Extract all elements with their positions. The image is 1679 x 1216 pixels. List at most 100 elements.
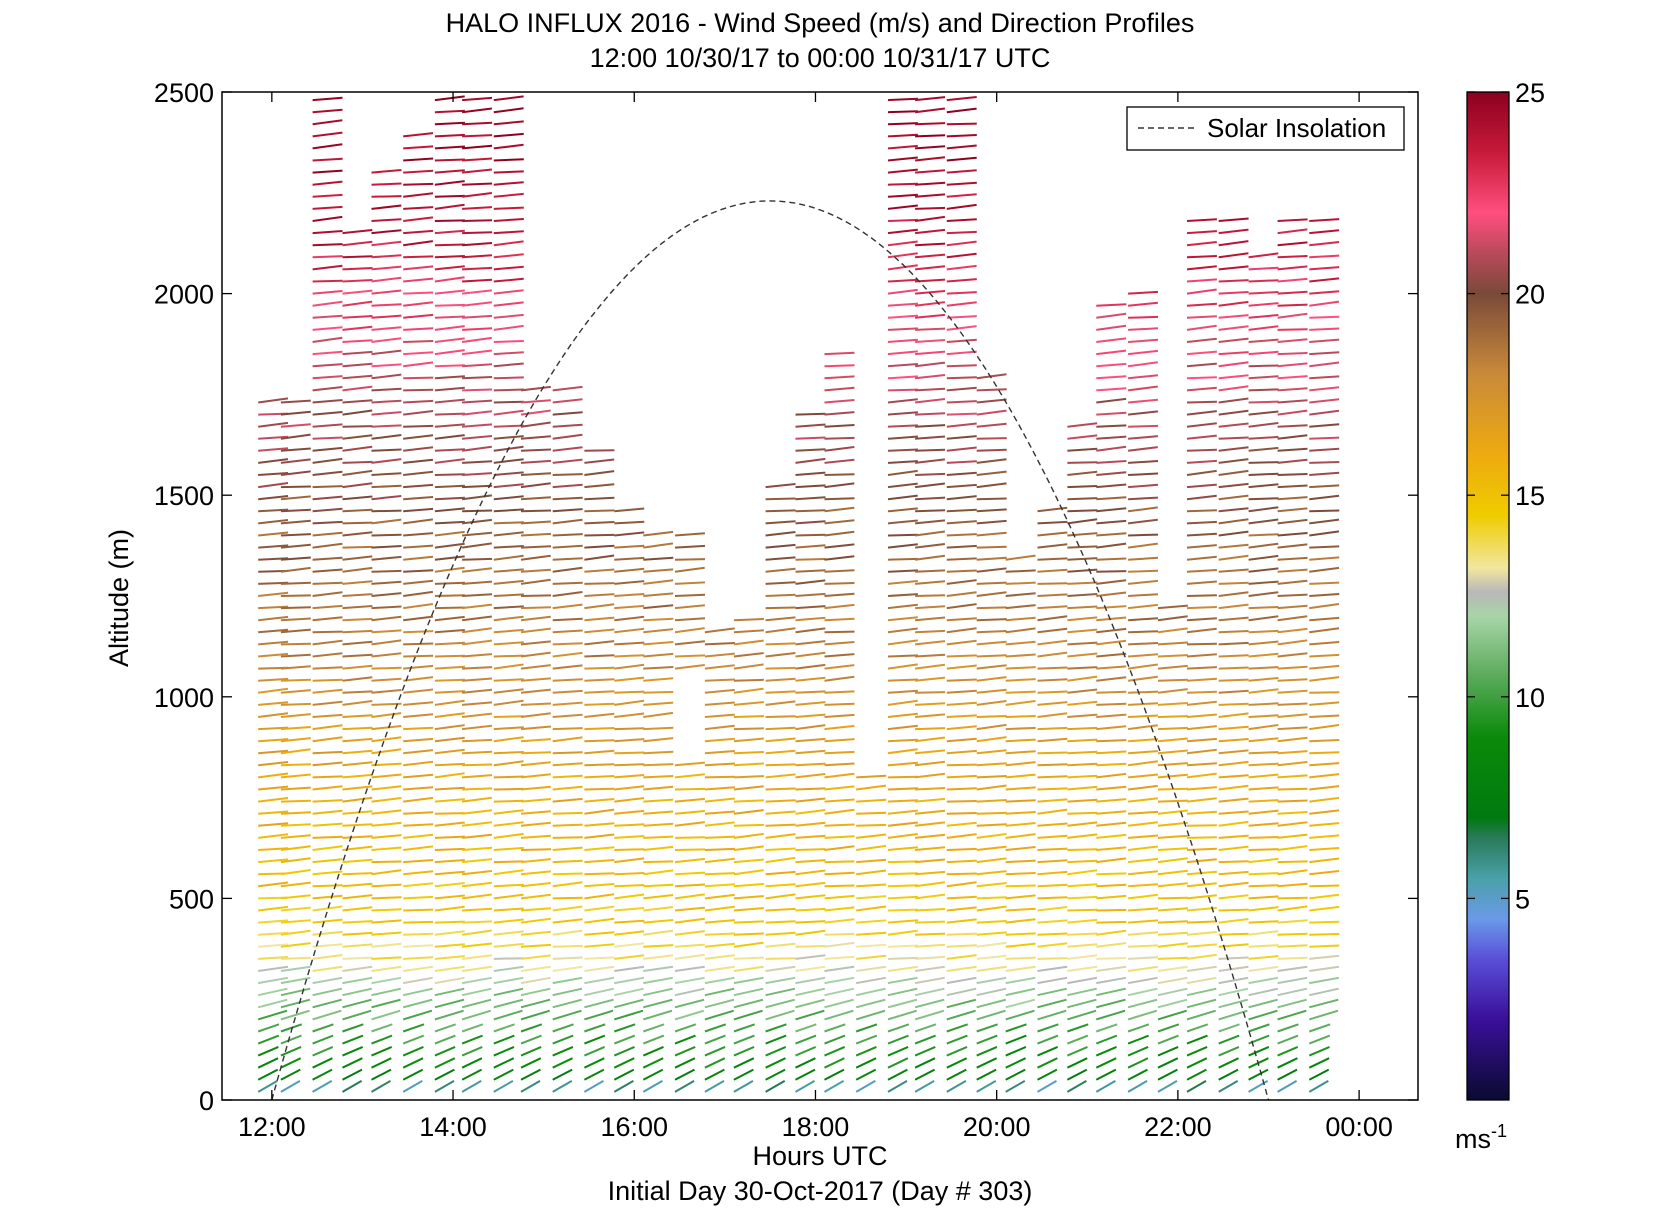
wind-vector	[915, 932, 946, 936]
wind-vector	[280, 399, 311, 404]
wind-vector	[1157, 809, 1188, 815]
wind-vector	[795, 907, 826, 912]
wind-vector	[946, 689, 977, 694]
wind-vector	[946, 460, 977, 464]
wind-vector	[312, 119, 343, 126]
wind-vector	[765, 1080, 786, 1093]
wind-vector	[1309, 300, 1340, 307]
wind-vector	[342, 409, 373, 416]
wind-vector	[1005, 581, 1036, 585]
wind-vector	[976, 618, 1007, 622]
wind-vector	[887, 787, 918, 791]
wind-vector	[312, 1057, 333, 1069]
wind-vector	[584, 872, 615, 876]
wind-vector	[643, 929, 674, 936]
wind-vector	[733, 823, 764, 827]
wind-vector	[493, 998, 524, 1009]
wind-vector	[733, 869, 764, 876]
wind-vector	[643, 775, 674, 779]
wind-vector	[704, 883, 735, 888]
wind-vector	[434, 835, 465, 839]
wind-vector	[1248, 472, 1279, 476]
wind-vector	[1277, 1034, 1299, 1045]
solar-insolation-curve	[271, 200, 1270, 1101]
wind-vector	[946, 603, 977, 610]
wind-vector	[915, 350, 946, 356]
wind-vector	[342, 998, 372, 1009]
wind-vector	[1277, 944, 1308, 948]
wind-vector	[371, 337, 402, 343]
wind-vector	[371, 303, 402, 307]
wind-vector	[887, 252, 918, 259]
wind-vector	[733, 809, 764, 815]
wind-vector	[914, 107, 946, 114]
wind-vector	[1186, 1023, 1209, 1033]
wind-vector	[824, 1009, 854, 1021]
wind-vector	[493, 206, 524, 210]
wind-vector	[674, 965, 705, 972]
wind-vector	[371, 908, 402, 912]
wind-vector	[856, 811, 887, 815]
wind-vector	[461, 1023, 484, 1033]
wind-vector	[946, 737, 977, 743]
wind-vector	[795, 569, 826, 573]
wind-vector	[257, 1023, 280, 1033]
wind-vector	[946, 264, 977, 271]
wind-vector	[520, 482, 551, 489]
wind-vector	[1128, 773, 1158, 779]
wind-vector	[976, 784, 1007, 791]
wind-vector	[552, 533, 583, 537]
wind-vector	[1037, 965, 1068, 972]
wind-vector	[461, 796, 492, 803]
wind-vector	[342, 399, 373, 404]
wind-vector	[434, 654, 465, 658]
wind-vector	[1186, 762, 1217, 767]
wind-vector	[795, 724, 826, 731]
wind-vector	[258, 749, 289, 755]
wind-vector	[824, 617, 855, 622]
wind-vector	[704, 954, 735, 960]
wind-vector	[552, 664, 583, 670]
wind-vector	[584, 616, 615, 622]
wind-vector	[1128, 460, 1159, 464]
wind-vector	[371, 689, 402, 694]
wind-vector	[1067, 447, 1098, 452]
wind-vector	[434, 121, 465, 126]
wind-vector	[976, 998, 1007, 1009]
wind-vector	[1067, 628, 1098, 634]
wind-vector	[614, 690, 645, 694]
wind-vector	[434, 987, 465, 997]
wind-vector	[1096, 785, 1127, 791]
wind-vector	[342, 617, 373, 622]
wind-vector	[1248, 435, 1279, 440]
wind-vector	[280, 737, 311, 743]
wind-vector	[1277, 821, 1308, 827]
wind-vector	[1218, 603, 1249, 610]
wind-vector	[946, 812, 977, 815]
wind-vector	[1096, 846, 1127, 851]
wind-vector	[312, 1009, 342, 1021]
wind-vector	[915, 702, 946, 706]
wind-vector	[371, 448, 402, 452]
wind-vector	[1309, 976, 1339, 985]
wind-vector	[462, 666, 493, 670]
wind-vector	[552, 785, 583, 791]
wind-vector	[584, 956, 615, 960]
wind-vector	[280, 495, 311, 501]
wind-vector	[584, 690, 615, 694]
wind-vector	[1248, 906, 1279, 912]
wind-vector	[1309, 762, 1340, 767]
wind-vector	[520, 409, 551, 416]
wind-vector	[371, 896, 402, 900]
wind-vector	[1096, 616, 1127, 622]
wind-vector	[1218, 265, 1249, 271]
wind-vector	[765, 690, 796, 694]
wind-vector	[1309, 229, 1340, 235]
wind-vector	[795, 1057, 816, 1069]
wind-vector	[552, 1009, 582, 1021]
wind-vector	[280, 799, 311, 803]
wind-vector	[765, 998, 795, 1009]
wind-vector	[824, 987, 855, 997]
wind-vector	[342, 943, 373, 948]
wind-vector	[1037, 822, 1068, 827]
